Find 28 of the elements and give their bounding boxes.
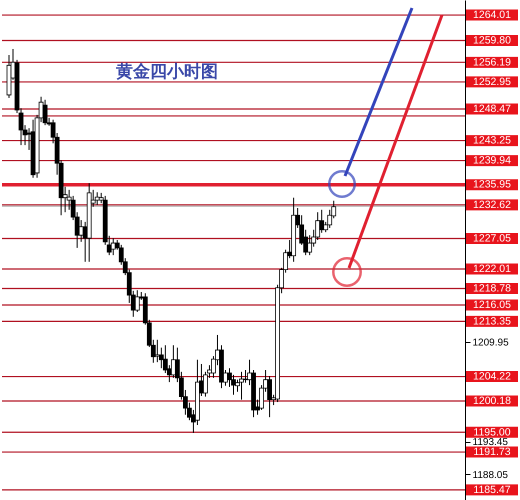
candlestick [239, 371, 244, 400]
ref-line-label: 1213.35 [473, 315, 512, 328]
candlestick [134, 290, 140, 312]
ref-line-label: 1256.19 [473, 56, 512, 68]
ref-line-label: 1252.95 [473, 76, 512, 88]
ref-line-label: 1235.95 [473, 178, 512, 191]
ref-line-label: 1191.73 [473, 446, 511, 458]
y-tick-label: 1188.05 [472, 470, 508, 481]
ref-line-label: 1259.80 [473, 34, 512, 47]
ref-line-label: 1243.25 [473, 134, 512, 147]
ref-line-label: 1200.18 [473, 394, 512, 407]
ref-line-label: 1218.78 [473, 282, 512, 295]
y-tick-label: 1209.95 [472, 337, 510, 348]
candlestick [94, 192, 100, 206]
text: 黄金四小时图 [115, 62, 218, 82]
ref-line-label: 1216.05 [473, 299, 512, 312]
y-tick-label: 1193.45 [472, 437, 508, 448]
ref-line-label: 1248.47 [473, 103, 512, 116]
candlestick [42, 99, 48, 126]
ref-line-label: 1204.22 [473, 370, 512, 383]
ref-line-label: 1232.62 [473, 198, 512, 211]
ref-line-label: 1185.47 [473, 484, 511, 496]
ref-line-label: 1227.05 [473, 232, 512, 245]
candlestick [243, 370, 248, 384]
ref-line-label: 1264.01 [473, 9, 512, 22]
ref-line-label: 1195.00 [473, 426, 511, 438]
ref-line-label: 1239.94 [473, 154, 512, 167]
ref-line-label: 1222.01 [473, 262, 512, 275]
